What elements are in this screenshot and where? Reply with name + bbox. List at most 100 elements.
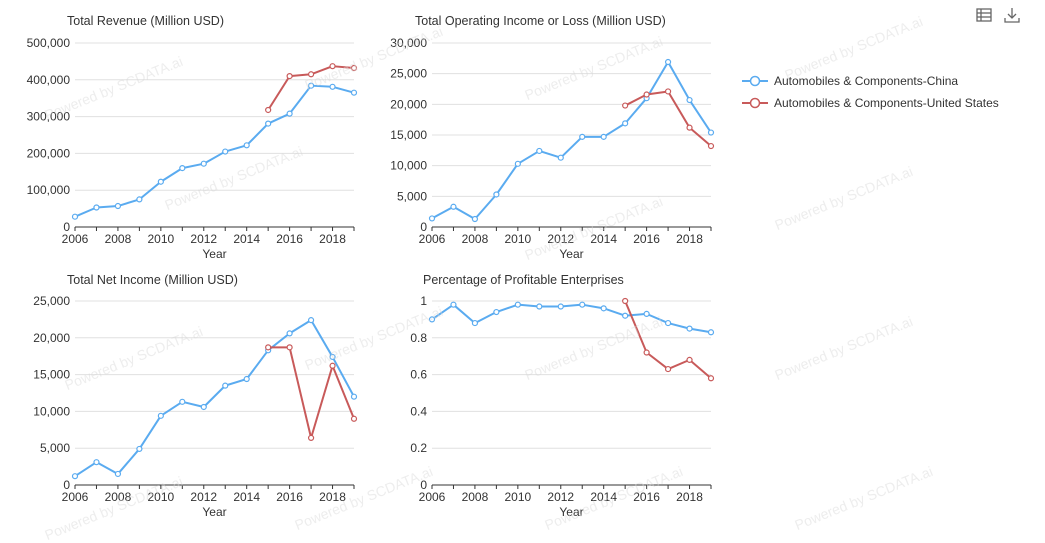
- y-tick-label: 5,000: [397, 189, 427, 203]
- x-tick-label: 2008: [462, 232, 489, 246]
- x-tick-label: 2012: [547, 232, 574, 246]
- legend-item-united-states[interactable]: Automobiles & Components-United States: [742, 92, 999, 114]
- data-point-united-states: [643, 349, 650, 356]
- data-point-china: [622, 120, 629, 127]
- data-point-united-states: [707, 142, 715, 150]
- data-point-china: [114, 470, 122, 478]
- data-point-china: [265, 120, 272, 127]
- x-tick-label: 2014: [590, 490, 617, 504]
- series-line-united-states: [624, 90, 712, 147]
- data-point-china: [557, 154, 564, 161]
- data-point-united-states: [286, 344, 293, 351]
- data-point-united-states: [350, 415, 358, 422]
- x-tick-label: 2018: [676, 490, 703, 504]
- data-point-united-states: [307, 71, 315, 78]
- data-point-china: [136, 445, 143, 453]
- data-point-china: [600, 305, 607, 312]
- legend-label-united-states: Automobiles & Components-United States: [774, 96, 999, 110]
- data-point-united-states: [686, 356, 693, 363]
- x-tick-label: 2006: [419, 490, 446, 504]
- data-point-china: [350, 393, 358, 400]
- series-line-china: [74, 319, 355, 478]
- y-tick-label: 0.6: [410, 368, 427, 382]
- x-tick-label: 2010: [504, 490, 531, 504]
- data-point-china: [200, 160, 207, 167]
- data-point-china: [557, 303, 564, 310]
- data-point-china: [71, 213, 79, 220]
- data-point-china: [307, 317, 315, 324]
- legend-marker-united-states: [742, 97, 768, 109]
- data-point-china: [643, 310, 650, 317]
- data-point-united-states: [286, 73, 293, 80]
- x-axis-label: Year: [559, 505, 583, 519]
- data-point-china: [286, 110, 293, 117]
- x-tick-label: 2016: [276, 232, 303, 246]
- data-point-china: [157, 412, 164, 419]
- x-tick-label: 2010: [147, 232, 174, 246]
- y-tick-label: 200,000: [27, 146, 71, 160]
- chart-title: Percentage of Profitable Enterprises: [423, 273, 624, 287]
- x-tick-label: 2016: [276, 490, 303, 504]
- series-line-china: [431, 303, 712, 334]
- data-point-china: [600, 133, 607, 140]
- data-point-china: [114, 202, 122, 210]
- x-tick-label: 2016: [633, 490, 660, 504]
- x-tick-label: 2014: [590, 232, 617, 246]
- data-point-china: [493, 308, 500, 316]
- data-point-china: [329, 353, 336, 361]
- data-point-china: [93, 204, 100, 211]
- chart-title: Total Operating Income or Loss (Million …: [415, 14, 666, 28]
- x-axis-label: Year: [202, 247, 226, 261]
- chart-panel-3: Total Net Income (Million USD) 0 5,000 10,0…: [33, 273, 358, 519]
- data-point-china: [243, 375, 250, 383]
- data-point-china: [450, 301, 457, 308]
- data-point-china: [157, 178, 164, 185]
- data-point-china: [179, 165, 186, 172]
- y-tick-label: 20,000: [33, 331, 70, 345]
- y-tick-label: 0.8: [410, 331, 427, 345]
- y-tick-label: 15,000: [390, 128, 427, 142]
- x-tick-label: 2006: [419, 232, 446, 246]
- x-tick-label: 2018: [676, 232, 703, 246]
- series-line-china: [431, 61, 712, 221]
- data-point-china: [514, 301, 521, 308]
- data-point-united-states: [707, 375, 715, 382]
- data-point-china: [179, 398, 186, 405]
- data-point-china: [579, 133, 586, 140]
- data-point-china: [222, 148, 229, 155]
- data-point-china: [93, 459, 100, 466]
- y-tick-label: 500,000: [27, 36, 71, 50]
- data-table-icon[interactable]: [975, 6, 993, 24]
- data-point-china: [428, 215, 436, 222]
- data-point-china: [622, 312, 629, 319]
- download-icon[interactable]: [1003, 6, 1021, 24]
- y-tick-label: 300,000: [27, 110, 71, 124]
- chart-panel-4: Percentage of Profitable Enterprises 0 0.2…: [410, 273, 715, 519]
- data-point-united-states: [622, 297, 629, 305]
- legend-item-china[interactable]: Automobiles & Components-China: [742, 70, 999, 92]
- legend-label-china: Automobiles & Components-China: [774, 74, 959, 88]
- x-tick-label: 2008: [105, 232, 132, 246]
- data-point-united-states: [664, 365, 672, 373]
- x-tick-label: 2008: [462, 490, 489, 504]
- data-point-united-states: [329, 63, 336, 70]
- x-tick-label: 2010: [147, 490, 174, 504]
- data-point-china: [350, 89, 358, 96]
- data-point-china: [493, 191, 500, 198]
- y-tick-label: 0.4: [410, 404, 427, 418]
- y-tick-label: 100,000: [27, 183, 71, 197]
- data-point-china: [707, 129, 715, 136]
- data-point-china: [286, 330, 293, 337]
- y-tick-label: 25,000: [390, 67, 427, 81]
- data-point-united-states: [643, 91, 650, 98]
- data-point-united-states: [265, 106, 272, 114]
- x-tick-label: 2018: [319, 490, 346, 504]
- data-point-china: [136, 196, 143, 203]
- data-point-china: [664, 319, 672, 327]
- y-tick-label: 0: [63, 478, 70, 492]
- data-point-china: [243, 142, 250, 149]
- data-point-china: [222, 382, 229, 389]
- series-line-china: [74, 84, 355, 218]
- data-point-united-states: [350, 64, 358, 72]
